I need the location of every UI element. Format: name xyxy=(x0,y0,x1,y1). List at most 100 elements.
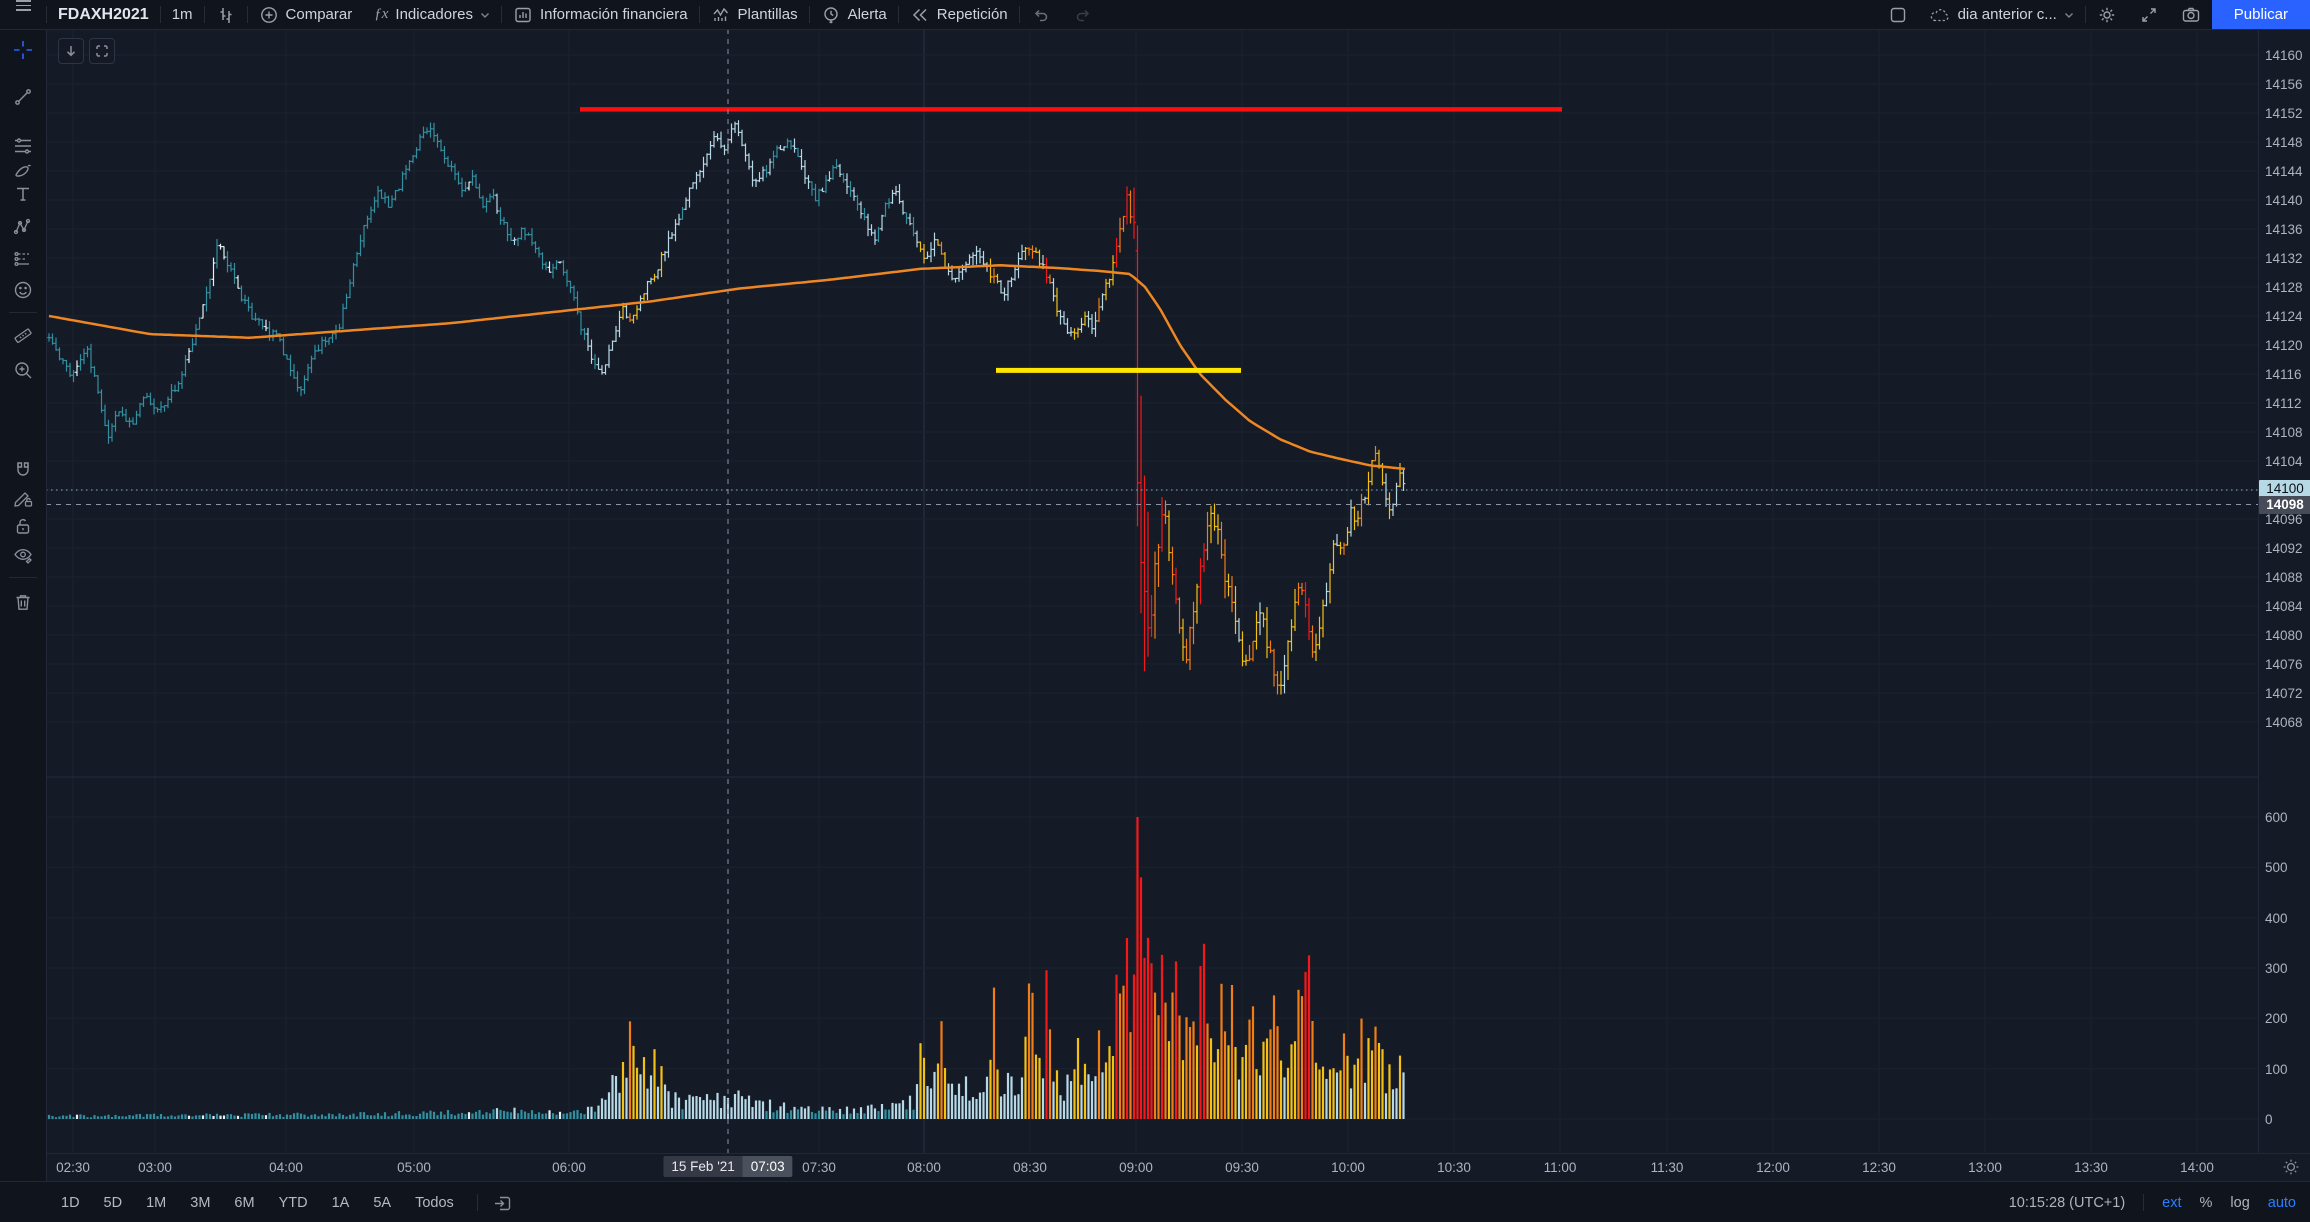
percent-scale-toggle[interactable]: % xyxy=(2199,1194,2213,1211)
compare-button[interactable]: Comparar xyxy=(248,0,364,29)
price-tick-label: 14152 xyxy=(2265,106,2303,121)
chevron-down-icon xyxy=(2064,11,2074,19)
ohlc-bars-series xyxy=(47,120,1406,695)
templates-button[interactable]: Plantillas xyxy=(700,0,809,29)
main-menu-button[interactable] xyxy=(0,0,46,29)
ext-session-toggle[interactable]: ext xyxy=(2162,1194,2182,1211)
range-button-Todos[interactable]: Todos xyxy=(415,1194,454,1211)
interval-button[interactable]: 1m xyxy=(161,0,204,29)
toolbar-separator xyxy=(159,6,161,23)
chevron-down-icon xyxy=(480,11,490,19)
settings-button[interactable] xyxy=(2086,0,2128,29)
time-tick-label: 13:00 xyxy=(1968,1160,2002,1175)
brush-tool-button[interactable] xyxy=(0,158,46,184)
cloud-layout-button[interactable]: dia anterior c... xyxy=(1918,0,2085,29)
forecast-tool-button[interactable] xyxy=(0,246,46,272)
price-tick-label: 14084 xyxy=(2265,599,2303,614)
price-tick-label: 14068 xyxy=(2265,715,2303,730)
last-price-label: 14100 xyxy=(2259,480,2310,498)
auto-scale-toggle[interactable]: auto xyxy=(2267,1194,2296,1211)
function-icon: ƒx xyxy=(374,6,389,22)
drawing-mode-lock-button[interactable] xyxy=(0,485,46,511)
interval-label: 1m xyxy=(171,6,193,23)
fullscreen-button[interactable] xyxy=(2128,0,2170,29)
crosshair-time-label: 15 Feb '21 07:03 xyxy=(663,1156,793,1177)
magnet-mode-button[interactable] xyxy=(0,457,46,483)
price-chart xyxy=(46,29,2258,1153)
collapse-legend-button[interactable] xyxy=(58,38,84,64)
templates-icon xyxy=(711,5,731,25)
toolbar-separator xyxy=(1018,6,1020,23)
indicators-label: Indicadores xyxy=(395,6,473,23)
layout-select-button[interactable] xyxy=(1878,0,1918,29)
chart-plot-area[interactable] xyxy=(46,29,2258,1153)
pattern-tool-button[interactable] xyxy=(0,214,46,240)
crosshair-tool-button[interactable] xyxy=(0,37,46,63)
price-tick-label: 14160 xyxy=(2265,48,2303,63)
text-tool-button[interactable] xyxy=(0,181,46,207)
symbol-name: FDAXH2021 xyxy=(58,5,149,23)
range-button-1M[interactable]: 1M xyxy=(146,1194,167,1211)
time-tick-label: 09:00 xyxy=(1119,1160,1153,1175)
lock-all-drawings-button[interactable] xyxy=(0,513,46,539)
bar-style-button[interactable] xyxy=(205,0,247,29)
maximize-icon xyxy=(95,44,109,58)
price-tick-label: 14072 xyxy=(2265,686,2303,701)
toolbar-separator xyxy=(203,6,205,23)
undo-button[interactable] xyxy=(1020,0,1062,29)
go-to-date-button[interactable] xyxy=(492,1193,513,1213)
price-tick-label: 14136 xyxy=(2265,222,2303,237)
compare-label: Comparar xyxy=(285,6,353,23)
toolbar-separator xyxy=(246,6,248,23)
range-button-1A[interactable]: 1A xyxy=(331,1194,350,1211)
range-button-5A[interactable]: 5A xyxy=(373,1194,392,1211)
emoji-tool-button[interactable] xyxy=(0,277,46,303)
fib-retracement-tool-button[interactable] xyxy=(0,133,46,159)
price-tick-label: 14096 xyxy=(2265,512,2303,527)
time-tick-label: 12:00 xyxy=(1756,1160,1790,1175)
time-axis[interactable]: 02:30 03:00 04:00 05:00 06:00 07:30 08:00 08:30… xyxy=(46,1153,2310,1182)
drawing-toolbar xyxy=(0,29,47,1181)
time-tick-label: 09:30 xyxy=(1225,1160,1259,1175)
redo-button[interactable] xyxy=(1062,0,1104,29)
trend-line-tool-button[interactable] xyxy=(0,84,46,110)
price-tick-label: 14116 xyxy=(2265,367,2302,382)
maximize-pane-button[interactable] xyxy=(89,38,115,64)
ruler-tool-button[interactable] xyxy=(0,322,46,348)
range-button-1D[interactable]: 1D xyxy=(61,1194,80,1211)
price-tick-label: 14132 xyxy=(2265,251,2303,266)
range-button-3M[interactable]: 3M xyxy=(190,1194,211,1211)
time-tick-label: 08:00 xyxy=(907,1160,941,1175)
volume-tick-label: 500 xyxy=(2265,860,2288,875)
replay-button[interactable]: Repetición xyxy=(899,0,1019,29)
range-button-YTD[interactable]: YTD xyxy=(278,1194,308,1211)
volume-tick-label: 200 xyxy=(2265,1011,2288,1026)
price-tick-label: 14108 xyxy=(2265,425,2303,440)
time-tick-label: 08:30 xyxy=(1013,1160,1047,1175)
compare-icon xyxy=(259,5,279,25)
indicators-button[interactable]: ƒx Indicadores xyxy=(363,0,501,29)
publish-button[interactable]: Publicar xyxy=(2211,0,2310,29)
alert-button[interactable]: Alerta xyxy=(810,0,898,29)
price-axis[interactable]: 14160 14156 14152 14148 14144 14140 14136 14132… xyxy=(2258,29,2310,1153)
time-tick-label: 04:00 xyxy=(269,1160,303,1175)
range-button-5D[interactable]: 5D xyxy=(103,1194,123,1211)
theme-sun-icon[interactable] xyxy=(2281,1157,2301,1177)
snapshot-button[interactable] xyxy=(2170,0,2212,29)
symbol-button[interactable]: FDAXH2021 xyxy=(47,0,160,29)
time-tick-label: 13:30 xyxy=(2074,1160,2108,1175)
hide-drawings-button[interactable] xyxy=(0,542,46,568)
financials-button[interactable]: Información financiera xyxy=(502,0,699,29)
price-tick-label: 14080 xyxy=(2265,628,2303,643)
volume-tick-label: 0 xyxy=(2265,1112,2273,1127)
remove-objects-button[interactable] xyxy=(0,589,46,615)
log-scale-toggle[interactable]: log xyxy=(2230,1194,2250,1211)
moving-average-line[interactable] xyxy=(48,264,1406,471)
top-toolbar-left: FDAXH2021 1m Comparar ƒx Indicadores xyxy=(0,0,1104,29)
cloud-icon xyxy=(1929,6,1951,24)
range-button-6M[interactable]: 6M xyxy=(234,1194,255,1211)
zoom-in-tool-button[interactable] xyxy=(0,357,46,383)
volume-tick-label: 300 xyxy=(2265,961,2288,976)
price-tick-label: 14124 xyxy=(2265,309,2303,324)
